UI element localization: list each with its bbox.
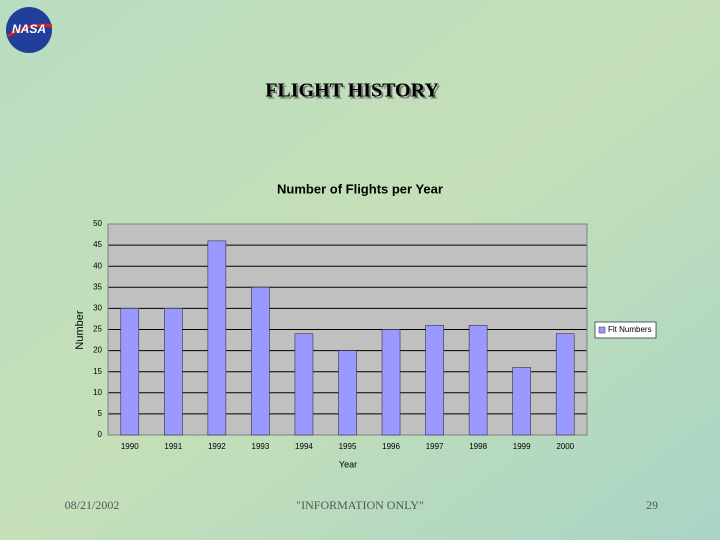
y-tick-label: 25 [93, 325, 102, 334]
y-tick-label: 15 [93, 367, 102, 376]
y-axis-label: Number [74, 310, 86, 349]
y-tick-label: 45 [93, 240, 102, 249]
x-tick-label: 1993 [252, 442, 270, 451]
x-tick-label: 1991 [164, 442, 182, 451]
bar [425, 324, 444, 436]
x-tick-label: 1997 [426, 442, 444, 451]
x-tick-label: 1998 [469, 442, 487, 451]
legend-swatch [598, 326, 606, 334]
footer-date: 08/21/2002 [65, 498, 120, 512]
y-tick-label: 50 [93, 219, 102, 228]
bar [164, 308, 183, 436]
y-tick-label: 30 [93, 304, 102, 313]
y-tick-label: 10 [93, 388, 102, 397]
logo-disc [6, 7, 52, 53]
slide-title: FLIGHT HISTORY [265, 80, 439, 102]
bar [120, 308, 140, 436]
y-tick-label: 20 [93, 346, 102, 355]
x-tick-label: 1994 [295, 442, 313, 451]
bar [251, 286, 270, 436]
y-tick-label: 5 [98, 409, 103, 418]
bar [338, 350, 357, 436]
bar [468, 324, 488, 436]
footer-note: "INFORMATION ONLY" [296, 498, 424, 512]
x-tick-label: 1992 [208, 442, 226, 451]
bar [381, 329, 401, 436]
title-shadow: FLIGHT HISTORY [267, 82, 441, 104]
logo-text: NASA [12, 22, 46, 36]
x-tick-label: 1995 [339, 442, 357, 451]
legend-box [594, 321, 657, 339]
y-tick-label: 0 [98, 430, 103, 439]
legend-label: Flt Numbers [608, 325, 652, 334]
bar [207, 240, 227, 436]
logo: NASA [6, 7, 53, 53]
bar [512, 367, 531, 436]
page-number: 29 [646, 498, 658, 512]
logo-swoosh [7, 23, 53, 38]
y-tick-label: 40 [93, 261, 102, 270]
x-tick-label: 2000 [556, 442, 574, 451]
x-tick-label: 1990 [121, 442, 139, 451]
bar [294, 333, 314, 436]
bar [555, 333, 575, 436]
x-tick-label: 1999 [513, 442, 531, 451]
x-tick-label: 1996 [382, 442, 400, 451]
y-tick-label: 35 [93, 282, 102, 291]
x-axis-label: Year [339, 459, 357, 469]
chart-title: Number of Flights per Year [277, 181, 443, 196]
